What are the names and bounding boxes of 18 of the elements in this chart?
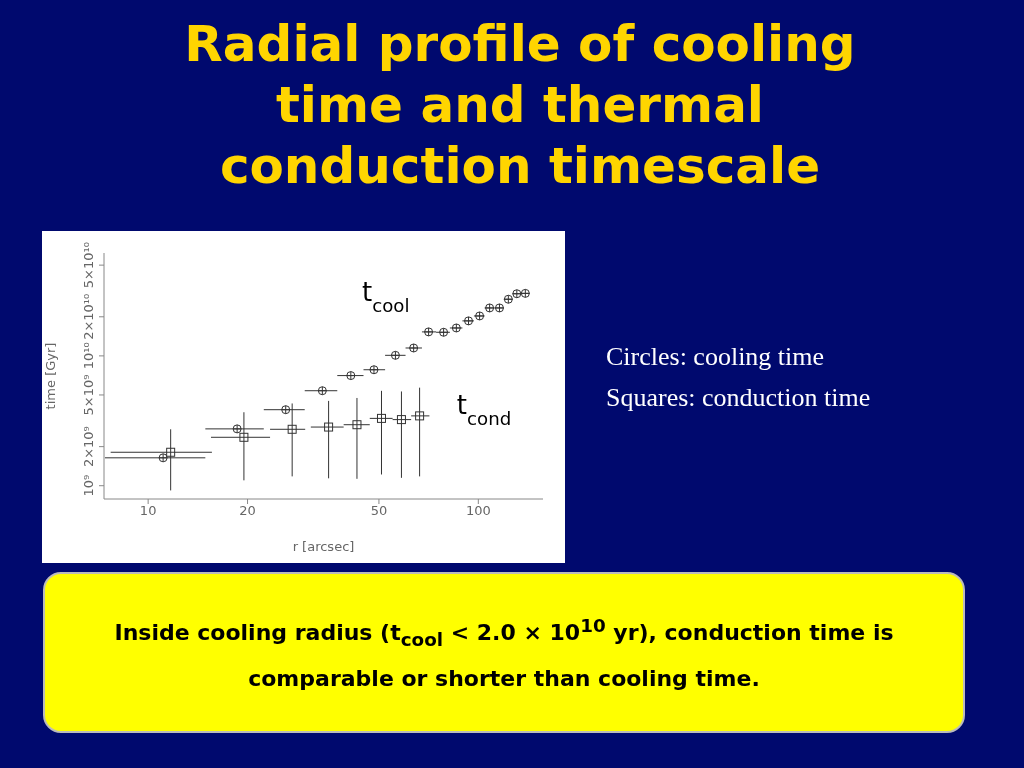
y-tick-label: 2×10⁹ — [81, 426, 96, 468]
text: Squares: conduction time — [606, 382, 871, 414]
x-axis-title: r [arcsec] — [292, 539, 355, 554]
y-tick-label: 10⁹ — [81, 474, 96, 497]
y-tick-label: 5×10⁹ — [81, 374, 96, 416]
y-tick-label: 5×10¹⁰ — [81, 242, 96, 289]
y-tick-label: 2×10¹⁰ — [81, 293, 96, 340]
x-tick-label: 20 — [239, 503, 256, 519]
series-label: t$_{cond}$ — [456, 390, 512, 429]
x-tick-label: 10 — [139, 503, 157, 519]
y-tick-label: 10¹⁰ — [81, 342, 96, 370]
x-tick-label: 50 — [370, 503, 388, 519]
text: Inside cooling radius (t$_{cool}$ < 2.0 × 10$^{10}$ yr), conduction time is comparable or shorter than cooling time. — [113, 613, 895, 694]
text: Circles: cooling time — [606, 341, 826, 373]
y-axis-title: time [Gyr] — [42, 342, 58, 410]
series-label: t$_{cool}$ — [361, 277, 410, 316]
chart-title: Radial profile of cooling time and thermal conduction timescale — [183, 14, 857, 197]
x-tick-label: 100 — [465, 503, 491, 519]
